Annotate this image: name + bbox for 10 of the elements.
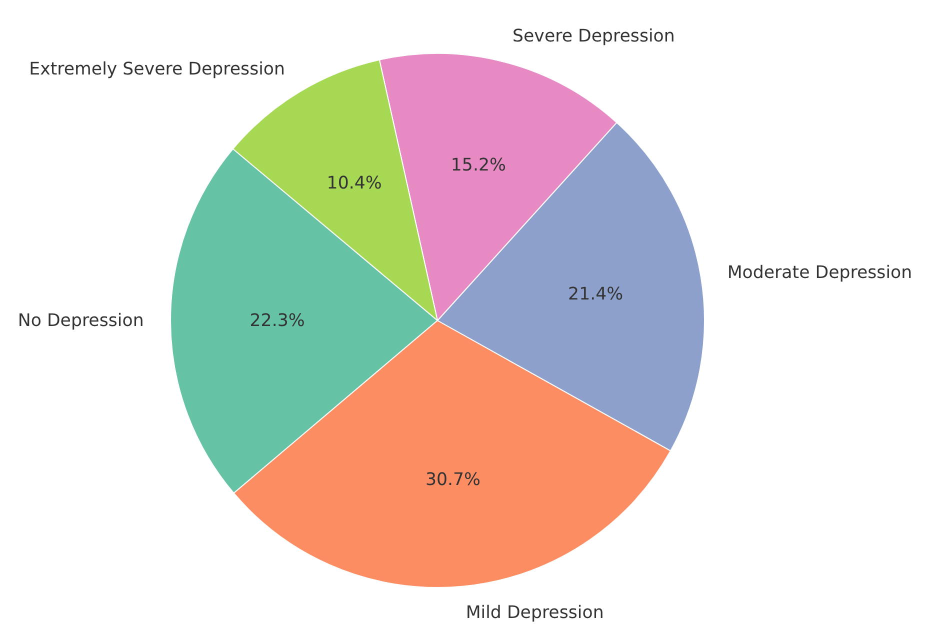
data-label: 22.3% <box>250 310 305 331</box>
slice-label: Moderate Depression <box>727 262 912 283</box>
slice-label: No Depression <box>18 311 144 332</box>
slice-label: Severe Depression <box>512 26 675 47</box>
data-label: 15.2% <box>450 156 506 176</box>
slice-label: Extremely Severe Depression <box>29 59 286 80</box>
data-label: 30.7% <box>425 470 481 490</box>
slice-label: Mild Depression <box>466 602 604 623</box>
data-label: 21.4% <box>568 284 624 305</box>
data-label: 10.4% <box>326 174 382 194</box>
